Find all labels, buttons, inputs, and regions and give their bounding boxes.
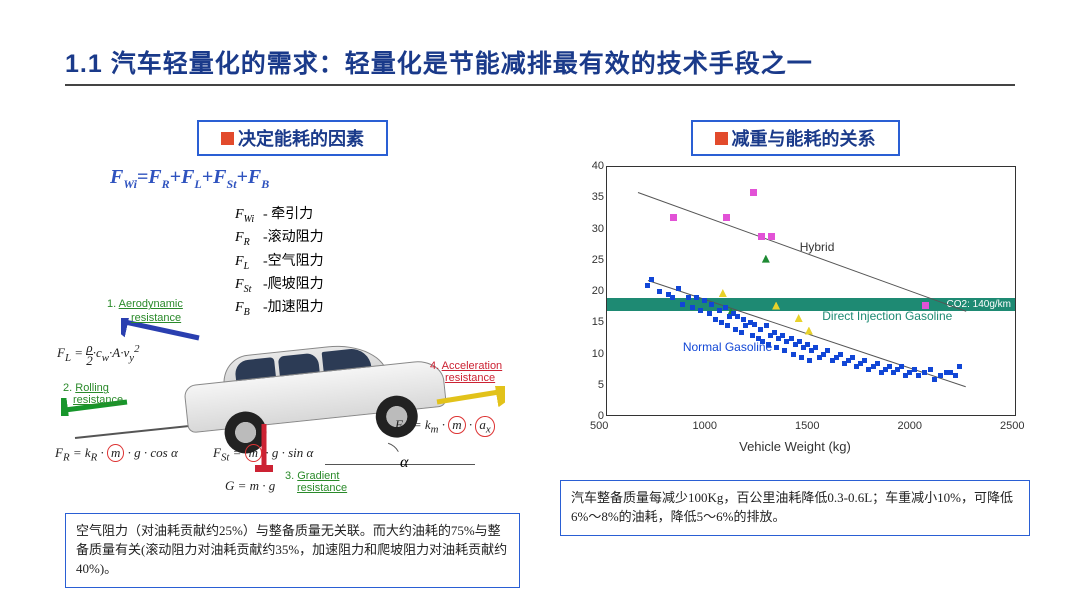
- right-note-box: 汽车整备质量每减少100Kg，百公里油耗降低0.3-0.6L；车重减小10%，可…: [560, 480, 1030, 536]
- angle-label: α: [400, 454, 408, 472]
- chart-plot-area: CO2: 140g/km Hybrid Direct Injection Gasol…: [606, 166, 1016, 416]
- page-title: 1.1 汽车轻量化的需求：轻量化是节能减排最有效的技术手段之一: [65, 44, 1015, 80]
- cap-aero: 1. Aerodynamic: [107, 298, 183, 310]
- chart-xlabel: Vehicle Weight (kg): [560, 439, 1030, 454]
- left-note-box: 空气阻力（对油耗贡献约25%）与整备质量无关联。而大约油耗的75%与整备质量有关…: [65, 513, 520, 588]
- left-panel-header: 决定能耗的因素: [197, 120, 388, 156]
- series-label: Direct Injection Gasoline: [822, 309, 952, 323]
- bullet-icon: [221, 132, 234, 145]
- right-header-text: 减重与能耗的关系: [732, 125, 876, 151]
- right-column: 减重与能耗的关系 10'15 Mode Fuel Efficiency (km/…: [560, 120, 1030, 588]
- series-label: Hybrid: [800, 240, 835, 254]
- bullet-icon: [715, 132, 728, 145]
- cap-aero2: resistance: [131, 312, 181, 324]
- car-force-diagram: α 1. Aerodynamic resistance 2. Rolling r…: [65, 302, 505, 502]
- scatter-chart: 10'15 Mode Fuel Efficiency (km/l) CO2: 1…: [560, 162, 1030, 452]
- series-label: Normal Gasoline: [683, 340, 772, 354]
- title-rule: [65, 84, 1015, 86]
- left-column: 决定能耗的因素 FWi=FR+FL+FSt+FB FWi- 牵引力FR-滚动阻力…: [65, 120, 520, 588]
- eq-fr: FR = kR · m · g · cos α: [55, 444, 178, 464]
- left-header-text: 决定能耗的因素: [238, 125, 364, 151]
- cap-accel: 4. Acceleration: [430, 360, 502, 372]
- eq-g: G = m · g: [225, 478, 275, 494]
- cap-roll: 2. Rolling: [63, 382, 109, 394]
- cap-grad2: resistance: [297, 482, 347, 494]
- cap-roll2: resistance: [73, 394, 123, 406]
- co2-band-label: CO2: 140g/km: [947, 299, 1011, 310]
- eq-fb: FB = km · m · ax: [395, 416, 495, 437]
- cap-accel2: resistance: [445, 372, 495, 384]
- eq-fst: FSt = m · g · sin α: [213, 444, 313, 464]
- right-panel-header: 减重与能耗的关系: [691, 120, 900, 156]
- cap-grad: 3. Gradient: [285, 470, 339, 482]
- eq-fl: FL = ρ2·cw·A·vy2: [57, 342, 139, 366]
- main-formula: FWi=FR+FL+FSt+FB: [110, 166, 520, 192]
